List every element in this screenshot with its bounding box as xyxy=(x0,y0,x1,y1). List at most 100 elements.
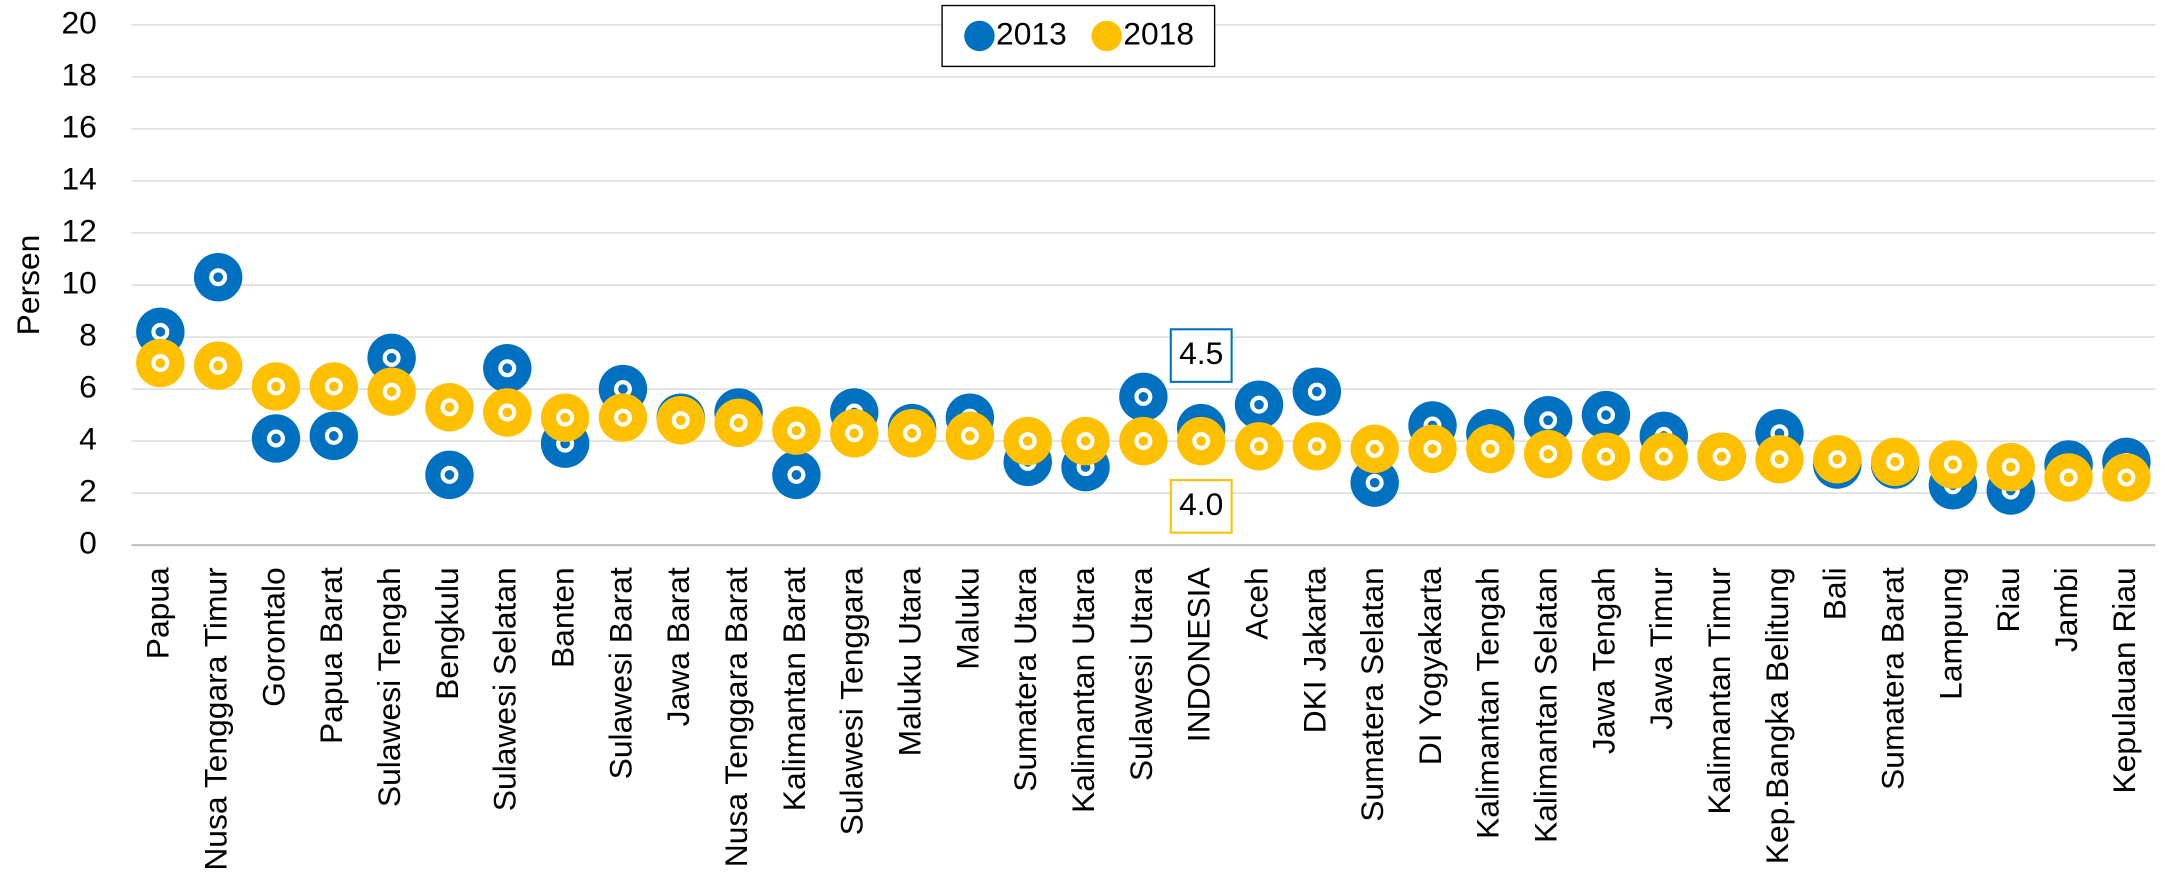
dot-ring xyxy=(151,354,170,373)
x-tick-label: Sulawesi Selatan xyxy=(487,567,523,811)
dot-outer xyxy=(1119,372,1168,422)
x-tick-label: INDONESIA xyxy=(1181,566,1217,742)
dot-outer xyxy=(656,396,705,445)
dot xyxy=(136,338,185,388)
dot-ring xyxy=(960,426,979,445)
y-tick-label: 10 xyxy=(61,264,96,300)
dot xyxy=(1234,380,1284,429)
x-tick-label: Bengkulu xyxy=(429,567,465,700)
dot-ring xyxy=(382,348,401,367)
dot-ring xyxy=(2001,458,2020,477)
dot xyxy=(1813,435,1862,484)
dot-outer xyxy=(309,362,359,411)
dot-ring xyxy=(1712,447,1731,466)
y-tick-label: 12 xyxy=(61,212,96,248)
dot-ring xyxy=(266,429,285,448)
dot xyxy=(945,411,995,461)
dot-ring xyxy=(1307,437,1326,456)
dot-outer xyxy=(2044,453,2093,502)
dot xyxy=(1003,416,1052,466)
dot-ring xyxy=(1134,432,1153,451)
x-tick-label: Sulawesi Tenggara xyxy=(834,567,870,835)
dot-outer xyxy=(251,414,301,463)
dot xyxy=(1523,429,1573,479)
x-tick-label: Lampung xyxy=(1932,567,1968,700)
dot xyxy=(367,333,416,383)
x-tick-label: Kepulauan Riau xyxy=(2106,567,2142,793)
dot xyxy=(425,383,474,432)
dot xyxy=(425,450,474,500)
dot-outer xyxy=(714,398,763,448)
dot-ring xyxy=(209,356,228,375)
dot-ring xyxy=(324,377,343,396)
dot xyxy=(1350,458,1399,507)
dot xyxy=(2044,453,2093,502)
dot-outer xyxy=(1061,416,1110,466)
dot xyxy=(1408,424,1457,474)
y-tick-label: 16 xyxy=(61,108,96,144)
dot-ring xyxy=(498,359,517,378)
dot-outer xyxy=(540,393,590,442)
dot-ring xyxy=(787,465,806,484)
dot xyxy=(1523,396,1573,445)
dot xyxy=(251,362,301,411)
dot-ring xyxy=(440,465,459,484)
dot-ring xyxy=(1770,450,1789,469)
dot-outer xyxy=(367,367,416,416)
dot-outer xyxy=(1813,435,1862,484)
dot-ring xyxy=(1365,473,1384,492)
dot-outer xyxy=(251,362,301,411)
dot-ring xyxy=(1423,439,1442,458)
x-tick-label: Nusa Tenggara Barat xyxy=(718,567,754,867)
dot-ring xyxy=(729,413,748,432)
dot-outer xyxy=(193,341,243,390)
x-tick-label: Riau xyxy=(1990,567,2026,632)
dot-ring xyxy=(2059,468,2078,487)
dot-ring xyxy=(613,408,632,427)
x-tick-label: Maluku Utara xyxy=(891,567,927,756)
dot xyxy=(1119,372,1168,422)
dot xyxy=(772,406,821,455)
y-tick-label: 0 xyxy=(79,525,97,561)
dot xyxy=(656,396,705,445)
value-label: 4.0 xyxy=(1179,486,1223,522)
dot xyxy=(772,450,821,500)
dot-ring xyxy=(1076,432,1095,451)
dot xyxy=(1350,424,1399,474)
dot xyxy=(1581,432,1631,481)
y-axis-label: Persen xyxy=(10,235,46,336)
dot-ring xyxy=(324,426,343,445)
dot xyxy=(309,362,359,411)
dot xyxy=(540,393,590,442)
y-tick-label: 6 xyxy=(79,368,97,404)
x-tick-label: Jawa Timur xyxy=(1643,567,1679,730)
dot-outer xyxy=(945,411,995,461)
dot-ring xyxy=(440,398,459,417)
dot-ring xyxy=(787,421,806,440)
y-tick-label: 4 xyxy=(79,420,97,456)
value-label: 4.5 xyxy=(1179,335,1223,371)
x-tick-label: DI Yogyakarta xyxy=(1412,567,1448,765)
dot-ring xyxy=(671,411,690,430)
y-tick-label: 14 xyxy=(61,160,96,196)
x-tick-label: Kalimantan Utara xyxy=(1065,567,1101,813)
dot-ring xyxy=(266,377,285,396)
x-tick-label: Aceh xyxy=(1238,567,1274,639)
x-tick-label: Bali xyxy=(1817,567,1853,620)
x-tick-label: Kalimantan Selatan xyxy=(1528,567,1564,843)
dot-outer xyxy=(367,333,416,383)
dot xyxy=(193,341,243,390)
dot-outer xyxy=(1119,416,1168,466)
dot-ring xyxy=(1539,445,1558,464)
dot-ring xyxy=(1481,439,1500,458)
dot-outer xyxy=(309,411,359,461)
y-tick-label: 8 xyxy=(79,316,97,352)
dot-ring xyxy=(209,268,228,287)
dot-outer xyxy=(1523,396,1573,445)
dot xyxy=(1292,367,1342,416)
x-tick-label: Sumatera Utara xyxy=(1007,567,1043,792)
dot-ring xyxy=(1192,432,1211,451)
legend-swatch xyxy=(964,20,995,52)
